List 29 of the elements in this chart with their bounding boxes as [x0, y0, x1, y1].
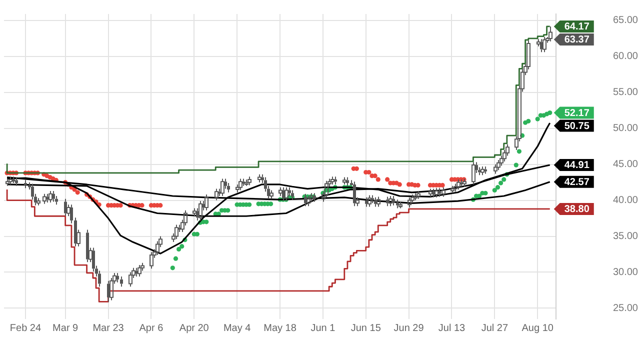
data-label: 64.17 [564, 22, 590, 33]
x-tick-label: Mar 23 [92, 322, 124, 334]
data-label: 50.75 [564, 121, 590, 132]
y-tick-label: 30.00 [612, 266, 638, 278]
y-tick-label: 50.00 [612, 123, 638, 134]
x-tick-label: May 4 [223, 322, 252, 334]
x-tick-label: Jul 13 [438, 322, 466, 334]
data-label: 44.91 [564, 160, 590, 172]
text: 63.37 [564, 34, 590, 46]
x-tick-label: Jun 1 [310, 322, 336, 334]
x-tick-label: Jun 15 [350, 322, 382, 334]
data-label: 52.17 [564, 108, 590, 120]
data-label: 42.57 [564, 177, 590, 188]
data-label: 38.80 [564, 204, 590, 216]
x-tick-label: Feb 24 [10, 322, 42, 334]
x-tick-label: Mar 9 [52, 322, 79, 334]
x-tick-label: Jun 29 [394, 322, 424, 334]
x-tick-label: Jul 27 [481, 322, 508, 334]
x-tick-label: May 18 [264, 322, 297, 334]
y-tick-label: 35.00 [612, 231, 638, 242]
y-tick-label: 25.00 [612, 302, 638, 314]
y-tick-label: 45.00 [612, 159, 638, 170]
y-tick-label: 60.00 [612, 51, 638, 62]
x-tick-label: Apr 20 [179, 322, 210, 334]
y-tick-label: 55.00 [612, 87, 638, 98]
y-tick-label: 40.00 [612, 195, 638, 206]
x-tick-label: Aug 10 [522, 322, 554, 334]
x-tick-label: Apr 6 [139, 322, 164, 334]
y-tick-label: 65.00 [612, 15, 638, 26]
